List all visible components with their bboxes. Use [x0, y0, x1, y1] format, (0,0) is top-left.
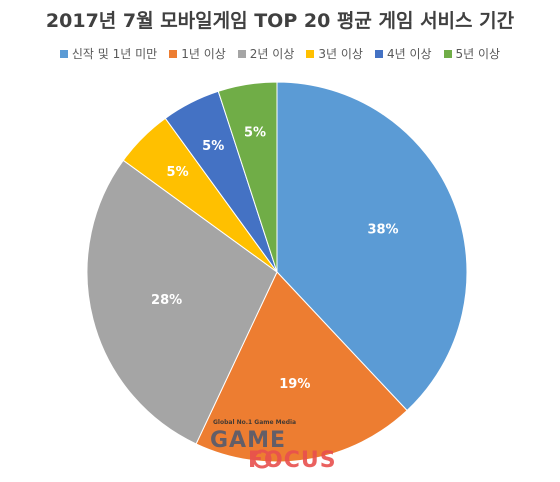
pie-slice — [86, 159, 278, 445]
legend: 신작 및 1년 미만 1년 이상 2년 이상 3년 이상 4년 이상 5년 이상 — [0, 45, 560, 62]
legend-label: 2년 이상 — [249, 47, 295, 61]
pie-data-label: 38% — [367, 223, 398, 238]
legend-label: 5년 이상 — [455, 47, 501, 61]
legend-swatch — [443, 49, 452, 58]
legend-item: 5년 이상 — [443, 45, 501, 62]
legend-item: 3년 이상 — [306, 45, 363, 62]
pie-data-label: 5% — [202, 139, 224, 154]
legend-item: 4년 이상 — [374, 45, 432, 62]
legend-swatch — [169, 49, 178, 58]
pie-data-label: 28% — [151, 293, 182, 308]
pie-slices — [86, 81, 468, 463]
legend-label: 3년 이상 — [318, 47, 363, 61]
pie-data-label: 5% — [244, 126, 266, 141]
pie-slice — [217, 81, 278, 273]
pie-data-label: 19% — [279, 377, 310, 392]
legend-item: 신작 및 1년 미만 — [59, 45, 158, 62]
pie-slice — [276, 81, 468, 411]
legend-label: 4년 이상 — [386, 47, 432, 61]
pie-slice — [195, 271, 408, 463]
pie-data-labels: 38% 19% 28% 5% 5% 5% — [151, 126, 399, 393]
watermark-logo: Global No.1 Game Media GAME FOCUS — [210, 419, 336, 473]
legend-swatch — [306, 49, 315, 58]
watermark-tagline: Global No.1 Game Media — [213, 419, 296, 426]
chart-title: 2017년 7월 모바일게임 TOP 20 평균 게임 서비스 기간 — [45, 10, 515, 32]
watermark-magnifier-icon — [252, 449, 272, 469]
watermark-brand-top: GAME — [210, 428, 286, 453]
legend-label: 1년 이상 — [181, 47, 226, 61]
pie-data-label: 5% — [167, 165, 189, 180]
legend-item: 2년 이상 — [237, 45, 295, 62]
legend-swatch — [374, 49, 383, 58]
legend-label: 신작 및 1년 미만 — [71, 47, 158, 61]
legend-swatch — [237, 49, 246, 58]
legend-swatch — [59, 49, 68, 58]
legend-item: 1년 이상 — [169, 45, 226, 62]
